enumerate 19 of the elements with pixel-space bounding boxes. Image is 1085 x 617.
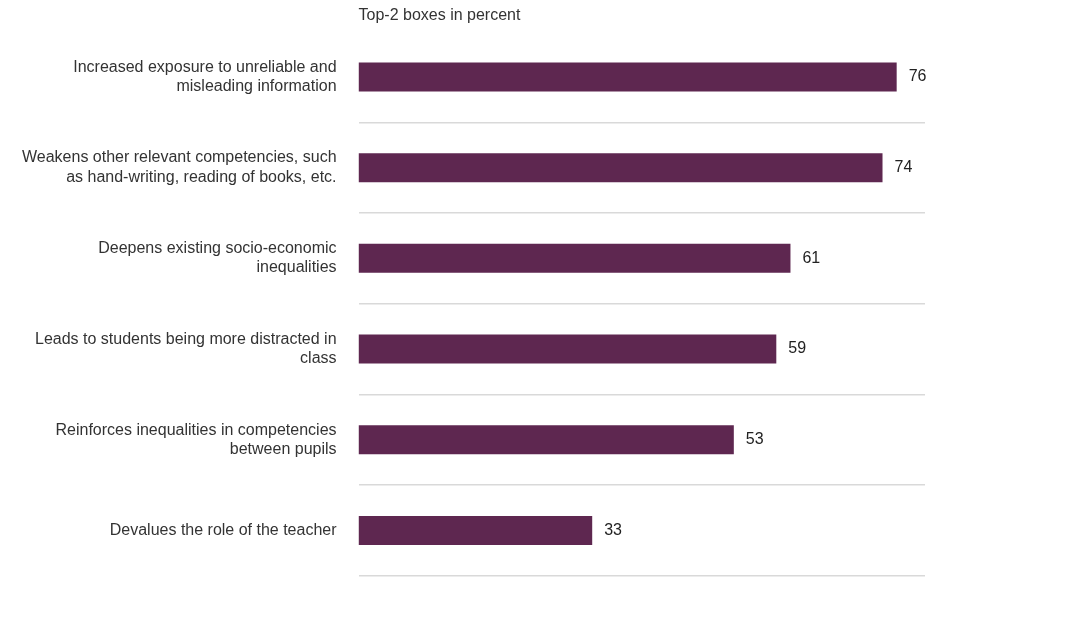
y-tick-label: Deepens existing socio-economic inequalities	[98, 239, 337, 276]
y-tick-label: Reinforces inequalities in competencies between pupils	[55, 420, 337, 457]
data-label: 61	[802, 248, 821, 266]
y-tick-label: Increased exposure to unreliable and misleading information	[73, 57, 337, 94]
data-label: 74	[894, 158, 913, 176]
chart-title: Top-2 boxes in percent	[358, 6, 521, 24]
y-tick-label: Leads to students being more distracted in class	[35, 329, 337, 367]
data-label: 76	[908, 67, 927, 85]
bar	[358, 515, 593, 545]
data-label: 53	[745, 430, 764, 448]
bar	[358, 425, 734, 455]
data-label: 59	[788, 339, 807, 357]
bar	[358, 243, 791, 273]
y-tick-label: Devalues the role of the teacher	[109, 520, 338, 538]
bar	[358, 334, 777, 364]
y-tick-label: Weakens other relevant competencies, such as hand-writing, reading of books, etc.	[21, 148, 337, 185]
bar	[358, 62, 897, 92]
data-label: 33	[604, 520, 623, 538]
bar	[358, 153, 883, 183]
